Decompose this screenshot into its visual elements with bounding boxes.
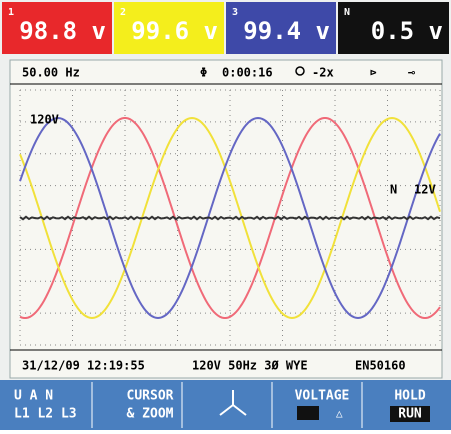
softkey-label[interactable]: & ZOOM [127, 407, 174, 422]
standard: EN50160 [355, 359, 406, 373]
phase-id: N [344, 7, 350, 18]
softkey-label[interactable]: CURSOR [127, 389, 174, 404]
softkey-bar [0, 380, 451, 430]
softkey-label[interactable]: HOLD [394, 389, 425, 404]
scale-label: 120V [30, 113, 59, 127]
neutral-name: N [390, 183, 397, 197]
phase-reading: 98.8 v [19, 17, 106, 45]
softkey-label[interactable]: U A N [14, 389, 53, 404]
softkey-label[interactable]: L1 L2 L3 [14, 407, 77, 422]
wye-icon[interactable] [297, 406, 319, 420]
timer-icon: Φ [200, 66, 207, 80]
neutral-scale: 12V [414, 183, 436, 197]
phase-id: 1 [8, 7, 14, 18]
delta-icon[interactable]: △ [336, 407, 343, 420]
zoom: -2x [312, 66, 334, 80]
power-icon: ⊸ [408, 66, 415, 80]
elapsed-time: 0:00:16 [222, 66, 273, 80]
phase-reading: 0.5 v [371, 17, 443, 45]
datetime: 31/12/09 12:19:55 [22, 359, 145, 373]
config: 120V 50Hz 3Ø WYE [192, 359, 308, 373]
phase-id: 3 [232, 7, 238, 18]
softkey-label[interactable]: RUN [398, 407, 422, 422]
phase-reading: 99.6 v [131, 17, 218, 45]
frequency: 50.00 Hz [22, 66, 80, 80]
softkey-label[interactable]: VOLTAGE [295, 389, 350, 404]
phase-id: 2 [120, 7, 126, 18]
device-screen: 1 2 3 N 98.8 v 99.6 v 99.4 v 0.5 v 50.00… [0, 0, 451, 430]
status-icon: ⊳ [370, 66, 377, 79]
phase-reading: 99.4 v [243, 17, 330, 45]
